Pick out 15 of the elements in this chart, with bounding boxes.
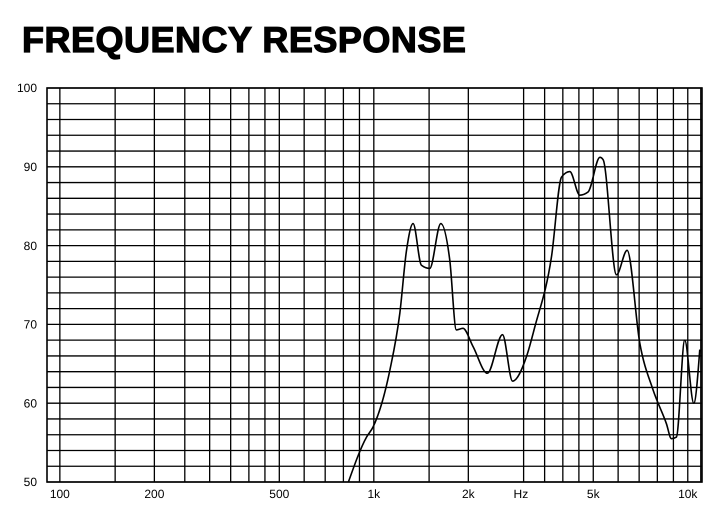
x-tick-label: 2k: [462, 487, 476, 501]
y-tick-label: 70: [24, 318, 38, 332]
x-tick-label: 10k: [678, 487, 698, 501]
y-tick-label: 100: [16, 81, 38, 96]
x-tick-label: 100: [50, 487, 70, 501]
chart-title: FREQUENCY RESPONSE: [22, 19, 466, 60]
y-tick-label: 80: [24, 238, 38, 253]
x-tick-label: 200: [144, 487, 165, 501]
x-tick-label: 500: [269, 487, 290, 501]
x-axis-title: Hz: [514, 487, 528, 501]
y-tick-label: 60: [24, 396, 38, 410]
y-tick-label: 90: [24, 160, 38, 174]
x-tick-label: 5k: [586, 487, 601, 501]
x-tick-label: 1k: [367, 487, 382, 501]
y-tick-label: 50: [24, 475, 38, 490]
